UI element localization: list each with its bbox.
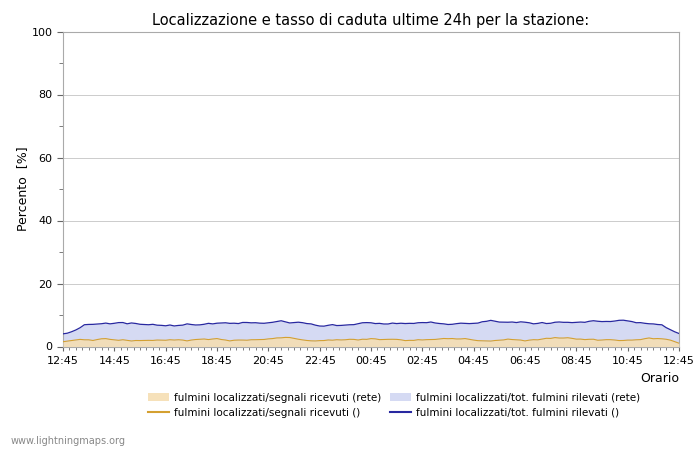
Text: Orario: Orario — [640, 372, 679, 385]
Title: Localizzazione e tasso di caduta ultime 24h per la stazione:: Localizzazione e tasso di caduta ultime … — [153, 13, 589, 27]
Y-axis label: Percento  [%]: Percento [%] — [16, 147, 29, 231]
Text: www.lightningmaps.org: www.lightningmaps.org — [10, 436, 125, 446]
Legend: fulmini localizzati/segnali ricevuti (rete), fulmini localizzati/segnali ricevut: fulmini localizzati/segnali ricevuti (re… — [148, 393, 640, 418]
